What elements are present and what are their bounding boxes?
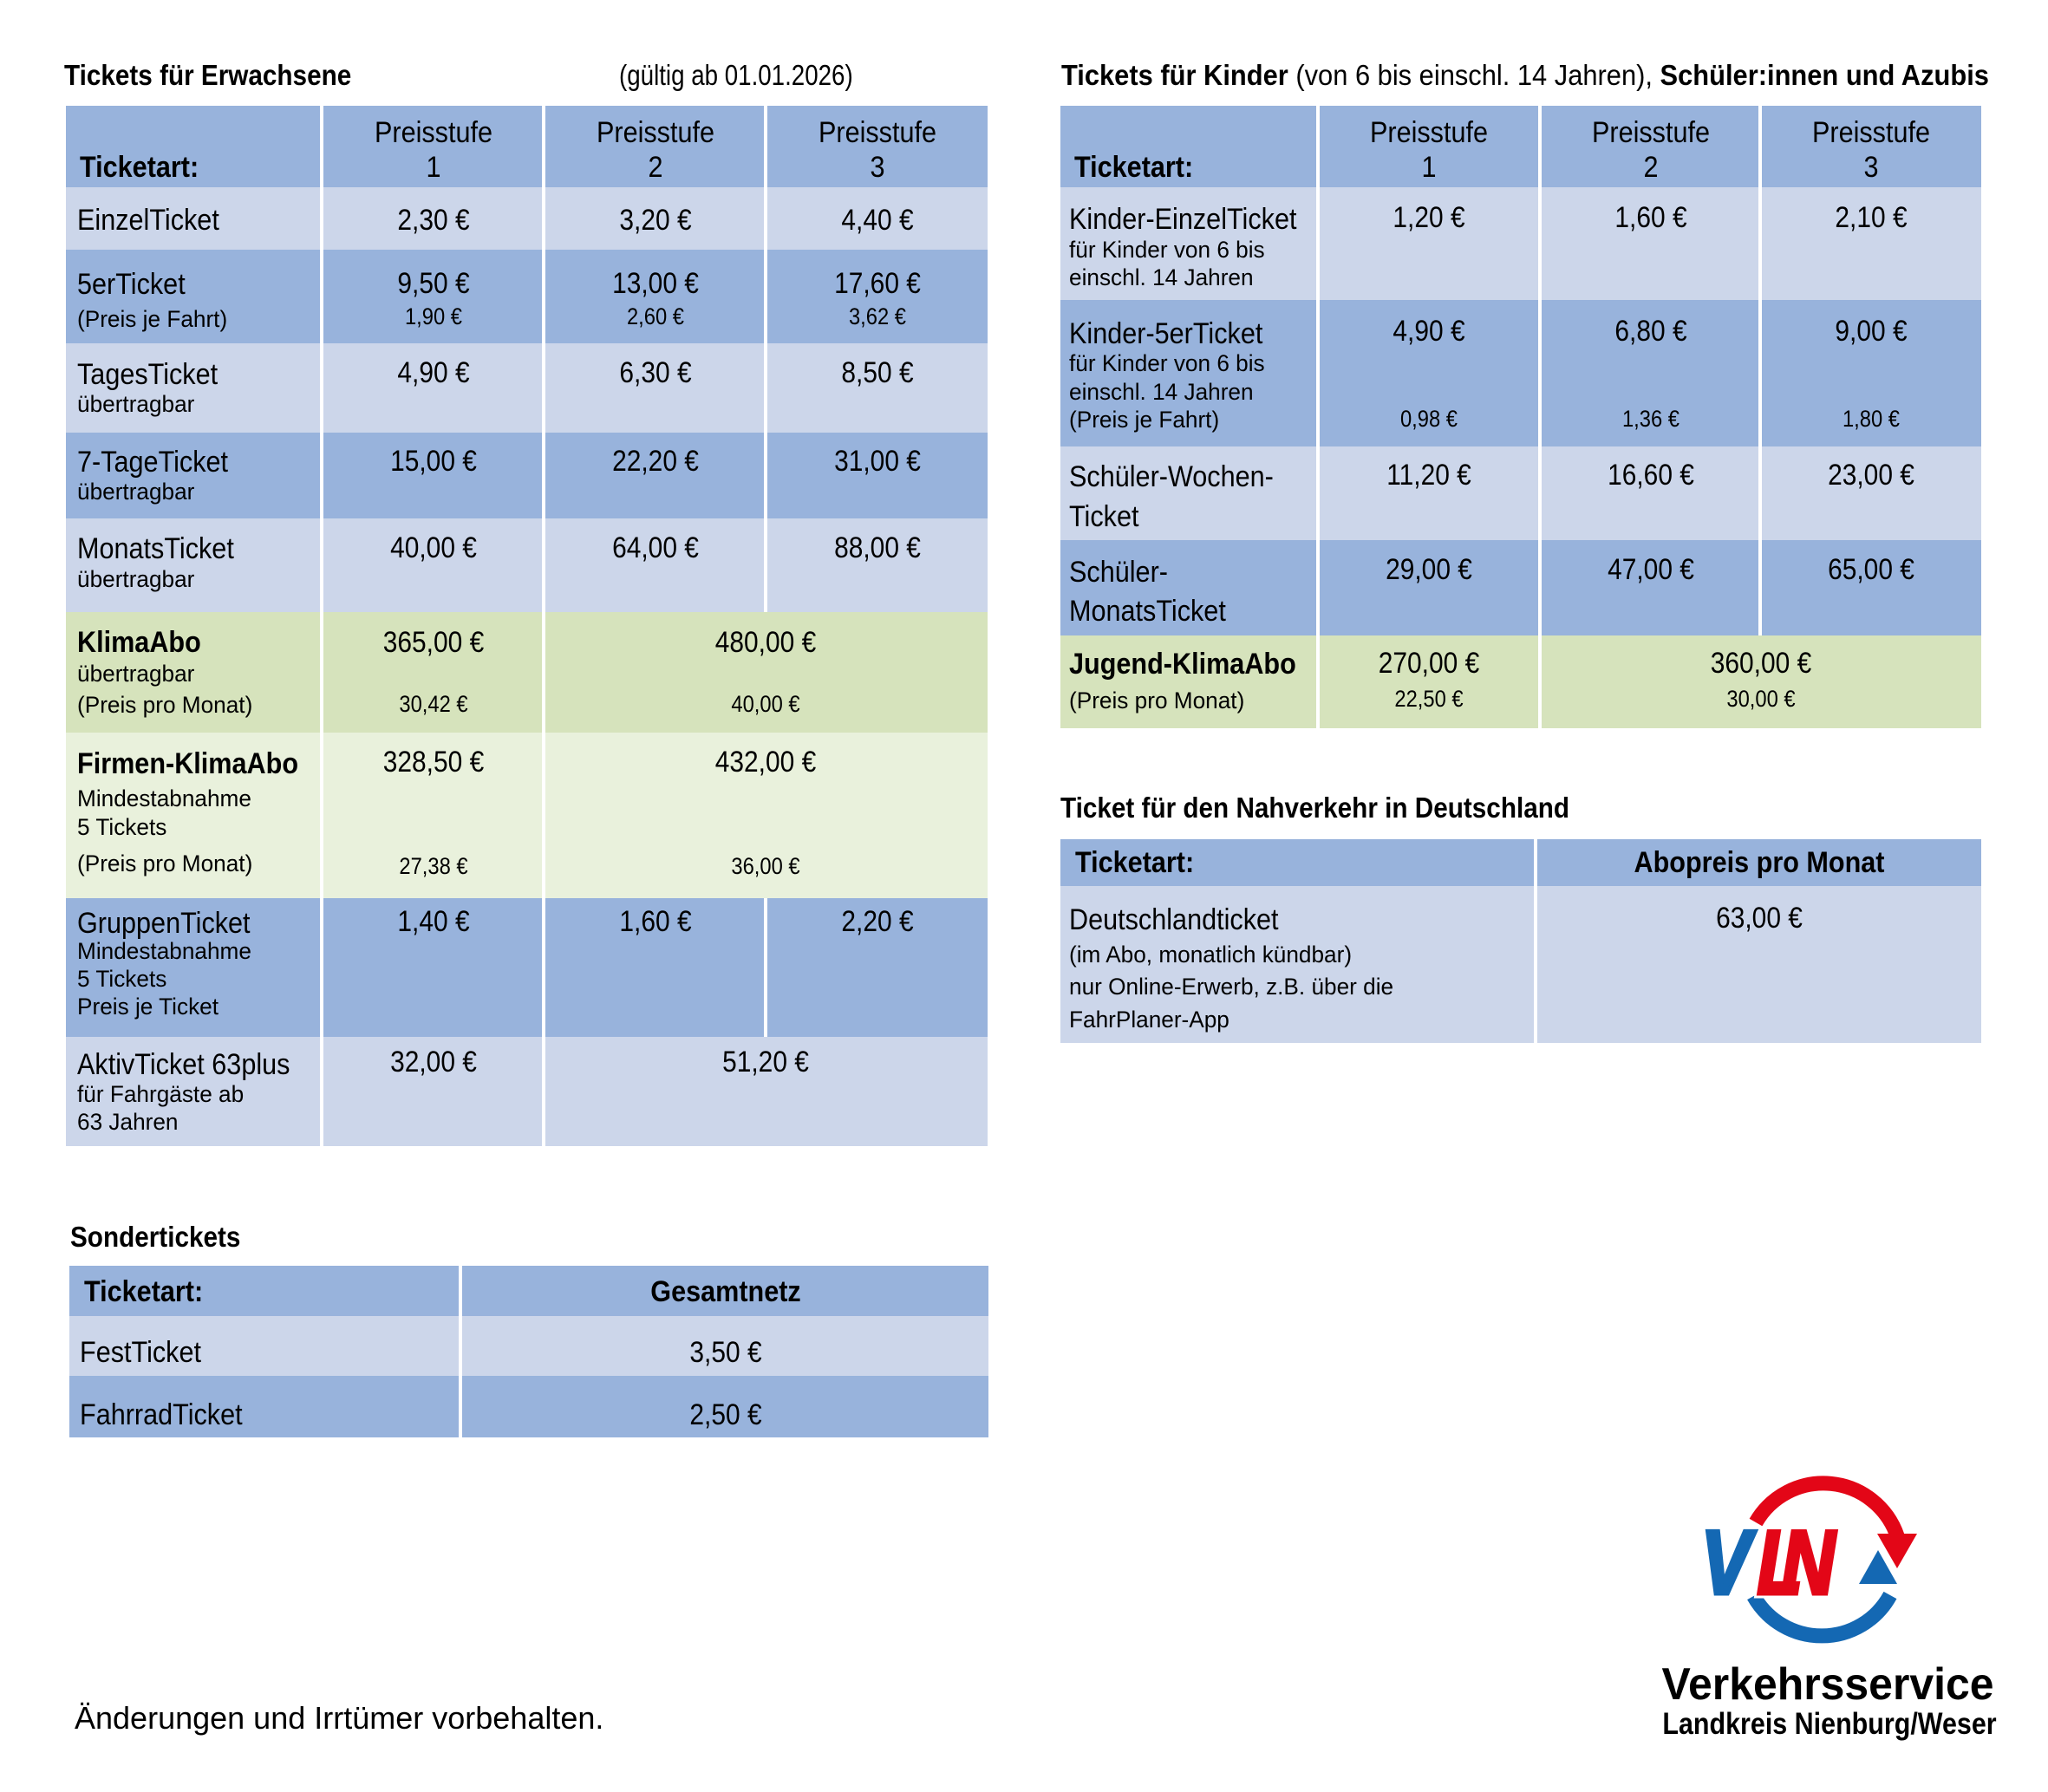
svg-text:V: V [1701,1513,1757,1613]
svg-text:N: N [1782,1513,1837,1613]
svg-text:L: L [1758,1513,1803,1613]
svg-text:V: V [1701,1513,1757,1613]
svg-text:L: L [1758,1513,1803,1613]
svg-text:N: N [1782,1513,1837,1613]
